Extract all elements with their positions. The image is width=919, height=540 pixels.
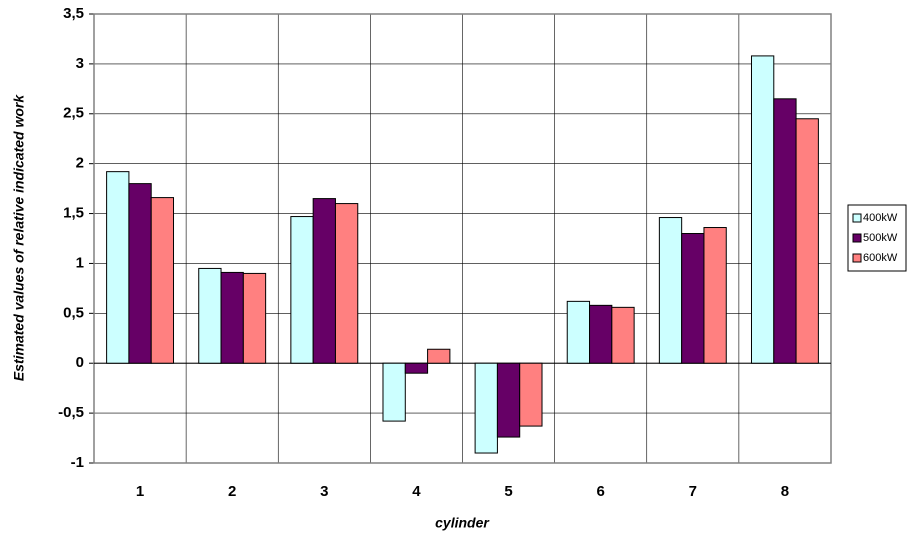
bar (658, 217, 683, 364)
x-tick-label: 7 (689, 483, 697, 500)
bar (128, 183, 152, 364)
y-tick-label: 3,5 (63, 5, 84, 22)
bar (496, 362, 521, 438)
x-tick-label: 5 (504, 483, 512, 500)
y-tick-label: 3 (76, 55, 84, 72)
x-axis-title: cylinder (435, 515, 490, 531)
bar (773, 98, 797, 364)
plot-border (93, 13, 832, 464)
bar (611, 306, 635, 364)
bar (589, 304, 613, 364)
x-tick-label: 1 (136, 483, 144, 500)
bar (150, 197, 175, 364)
bar (427, 348, 451, 364)
bar (795, 118, 819, 364)
y-tick-label: 2 (76, 155, 84, 172)
bar (566, 300, 591, 364)
y-tick-label: -1 (71, 454, 84, 471)
bar (220, 271, 244, 364)
bar (312, 198, 336, 364)
y-tick-label: 0 (76, 354, 84, 371)
legend-swatch (852, 233, 862, 243)
legend-label: 500kW (863, 232, 898, 244)
legend-swatch (852, 213, 862, 223)
legend-label: 400kW (863, 212, 898, 224)
bar (404, 362, 429, 374)
x-tick-label: 2 (228, 483, 236, 500)
legend-swatch (852, 253, 862, 263)
bar (242, 272, 267, 364)
bar (474, 362, 498, 454)
x-tick-label: 6 (597, 483, 605, 500)
y-tick-label: 0,5 (63, 304, 84, 321)
y-tick-label: 1 (76, 254, 84, 271)
bar (334, 203, 359, 364)
legend-label: 600kW (863, 252, 898, 264)
bar (106, 171, 130, 364)
bar (290, 216, 314, 364)
bar (382, 362, 406, 422)
y-tick-label: -0,5 (58, 404, 84, 421)
x-tick-label: 4 (412, 483, 421, 500)
bar (681, 233, 705, 364)
bar (703, 227, 727, 364)
bar (750, 55, 775, 364)
bar (519, 362, 543, 427)
x-tick-label: 3 (320, 483, 328, 500)
bar (198, 267, 222, 364)
y-axis-title: Estimated values of relative indicated w… (11, 94, 27, 382)
y-tick-label: 2,5 (63, 105, 84, 122)
x-tick-label: 8 (781, 483, 789, 500)
y-tick-label: 1,5 (63, 205, 84, 222)
